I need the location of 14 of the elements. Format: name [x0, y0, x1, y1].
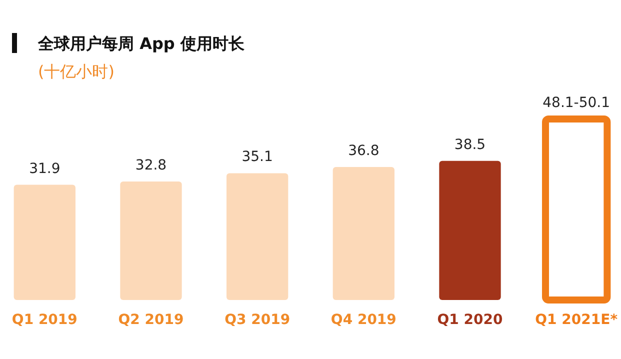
data-label: 36.8: [348, 143, 380, 160]
x-tick-label: Q4 2019: [330, 312, 396, 328]
data-label: 38.5: [454, 136, 486, 153]
x-tick-label: Q1 2020: [437, 312, 503, 328]
data-label: 35.1: [242, 149, 273, 166]
data-label: 31.9: [29, 160, 60, 177]
data-label: 32.8: [135, 158, 167, 174]
x-tick-label: Q3 2019: [224, 312, 290, 328]
data-label: 48.1-50.1: [542, 95, 610, 111]
chart-subtitle: (十亿小时): [38, 62, 114, 81]
x-tick-label: Q1 2021E*: [535, 312, 618, 328]
x-tick-label: Q1 2019: [12, 312, 78, 328]
chart-title: 全球用户每周 App 使用时长: [37, 34, 246, 53]
x-tick-label: Q2 2019: [118, 312, 184, 328]
